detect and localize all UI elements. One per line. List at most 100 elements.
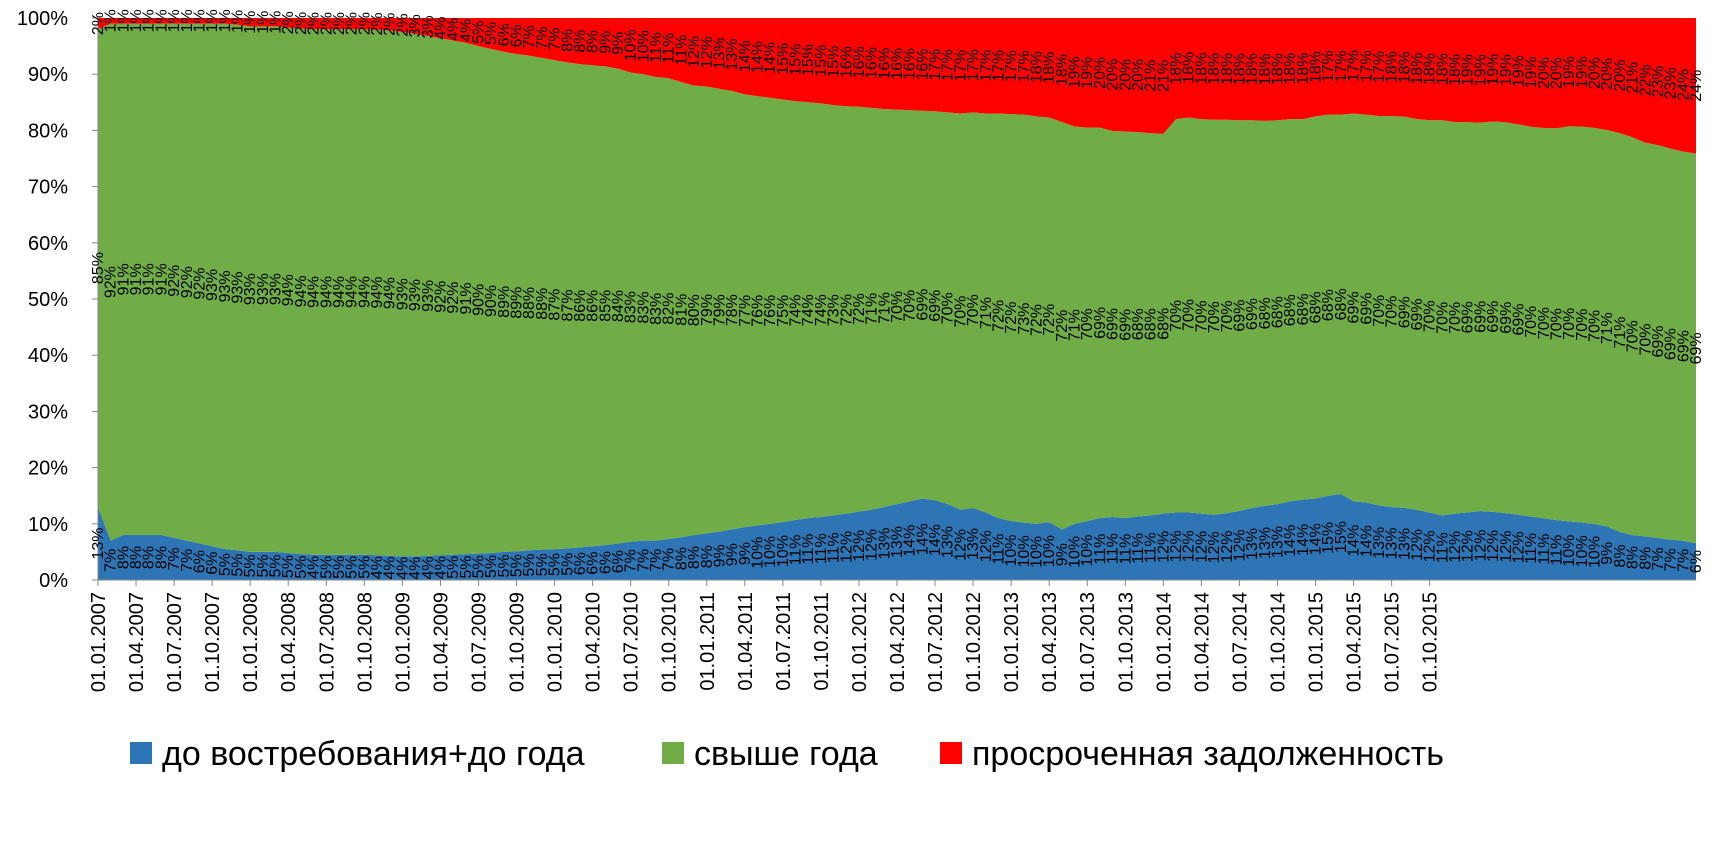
data-label-red: 19% xyxy=(1574,56,1591,88)
legend-swatch xyxy=(662,742,684,764)
data-label-blue: 7% xyxy=(661,548,678,571)
area-series-1 xyxy=(98,23,1696,557)
data-label-blue: 9% xyxy=(737,542,754,565)
data-label-blue: 12% xyxy=(1231,529,1248,561)
legend-item-2: просроченная задолженность xyxy=(940,735,1444,773)
data-label-green: 78% xyxy=(724,294,741,326)
data-label-red: 18% xyxy=(1244,53,1261,85)
data-label-green: 90% xyxy=(470,284,487,316)
data-label-red: 2% xyxy=(280,11,297,34)
data-label-green: 79% xyxy=(711,294,728,326)
data-label-red: 18% xyxy=(1257,53,1274,85)
data-label-green: 68% xyxy=(1269,296,1286,328)
data-label-green: 94% xyxy=(344,276,361,308)
data-label-blue: 10% xyxy=(1574,535,1591,567)
data-label-green: 70% xyxy=(902,290,919,322)
data-label-red: 15% xyxy=(800,44,817,76)
data-label-green: 69% xyxy=(1396,296,1413,328)
data-label-red: 1% xyxy=(217,9,234,32)
data-label-green: 70% xyxy=(1219,300,1236,332)
data-label-green: 93% xyxy=(394,278,411,310)
data-label-blue: 10% xyxy=(1067,536,1084,568)
data-label-green: 70% xyxy=(1206,301,1223,333)
data-label-red: 1% xyxy=(141,9,158,32)
data-label-red: 21% xyxy=(1143,60,1160,92)
data-label-red: 14% xyxy=(737,40,754,72)
data-label-blue: 14% xyxy=(1346,525,1363,557)
data-label-blue: 9% xyxy=(1599,542,1616,565)
data-label-red: 20% xyxy=(1548,57,1565,89)
data-label-blue: 7% xyxy=(1663,548,1680,571)
x-tick-label: 01.01.2011 xyxy=(697,592,719,691)
data-label-blue: 5% xyxy=(547,553,564,576)
data-label-red: 9% xyxy=(597,31,614,54)
x-tick-label: 01.07.2014 xyxy=(1229,592,1251,692)
data-label-blue: 11% xyxy=(788,535,805,566)
data-label-blue: 11% xyxy=(826,532,843,563)
data-label-green: 92% xyxy=(191,268,208,300)
data-label-green: 69% xyxy=(1688,332,1705,364)
data-label-blue: 13% xyxy=(1384,528,1401,560)
data-label-green: 85% xyxy=(597,290,614,322)
data-label-red: 20% xyxy=(1092,57,1109,89)
data-labels: 13%7%8%8%8%8%7%7%6%6%5%5%5%5%5%5%5%4%5%5… xyxy=(90,9,1705,580)
data-label-red: 2% xyxy=(318,12,335,35)
x-tick-label: 01.10.2015 xyxy=(1420,592,1442,692)
data-label-blue: 4% xyxy=(432,556,449,579)
data-label-blue: 6% xyxy=(1688,550,1705,573)
x-tick-label: 01.04.2011 xyxy=(735,592,757,691)
data-label-green: 70% xyxy=(1371,295,1388,327)
x-tick-label: 01.04.2010 xyxy=(583,592,605,692)
data-label-blue: 12% xyxy=(838,531,855,563)
data-label-red: 18% xyxy=(1409,53,1426,85)
data-label-green: 91% xyxy=(153,263,170,295)
data-label-red: 11% xyxy=(648,32,665,63)
x-tick-label: 01.04.2012 xyxy=(887,592,909,692)
data-label-red: 16% xyxy=(838,46,855,78)
legend-label: свыше года xyxy=(694,735,878,773)
data-label-blue: 10% xyxy=(1041,535,1058,567)
data-label-blue: 6% xyxy=(204,552,221,575)
data-label-red: 18% xyxy=(1308,51,1325,83)
legend-label: до востребования+до года xyxy=(162,735,585,773)
data-label-red: 2% xyxy=(382,13,399,36)
data-label-blue: 14% xyxy=(902,525,919,557)
data-label-green: 73% xyxy=(1016,303,1033,335)
data-label-green: 93% xyxy=(217,270,234,302)
data-label-red: 12% xyxy=(686,36,703,68)
data-label-blue: 11% xyxy=(1130,533,1147,564)
data-label-blue: 13% xyxy=(876,527,893,559)
y-tick-label: 70% xyxy=(28,177,68,199)
data-label-red: 17% xyxy=(927,49,944,81)
data-label-green: 69% xyxy=(1460,301,1477,333)
y-tick-label: 60% xyxy=(28,233,68,255)
data-label-blue: 6% xyxy=(585,552,602,575)
data-label-red: 2% xyxy=(331,12,348,35)
data-label-green: 93% xyxy=(255,273,272,305)
data-label-green: 86% xyxy=(585,290,602,322)
data-label-green: 69% xyxy=(1346,291,1363,323)
data-label-blue: 5% xyxy=(217,553,234,576)
data-label-blue: 13% xyxy=(889,526,906,558)
data-label-green: 74% xyxy=(788,295,805,327)
x-tick-label: 01.07.2011 xyxy=(773,592,795,691)
data-label-green: 70% xyxy=(1079,308,1096,340)
data-label-red: 11% xyxy=(673,35,690,66)
data-label-blue: 12% xyxy=(1498,531,1515,563)
data-label-blue: 9% xyxy=(1054,543,1071,566)
data-label-blue: 10% xyxy=(775,535,792,567)
data-label-green: 69% xyxy=(1510,304,1527,336)
data-label-blue: 12% xyxy=(1206,531,1223,563)
data-label-blue: 13% xyxy=(1371,527,1388,559)
legend-label: просроченная задолженность xyxy=(972,735,1444,773)
data-label-green: 70% xyxy=(952,296,969,328)
data-label-red: 16% xyxy=(914,48,931,80)
data-label-red: 2% xyxy=(344,12,361,35)
data-label-green: 68% xyxy=(1143,308,1160,340)
data-label-red: 19% xyxy=(1472,54,1489,86)
x-tick-label: 01.01.2010 xyxy=(545,592,567,692)
data-label-red: 15% xyxy=(813,45,830,77)
data-label-red: 18% xyxy=(1219,53,1236,85)
data-label-blue: 7% xyxy=(103,549,120,572)
data-label-green: 69% xyxy=(1117,309,1134,341)
